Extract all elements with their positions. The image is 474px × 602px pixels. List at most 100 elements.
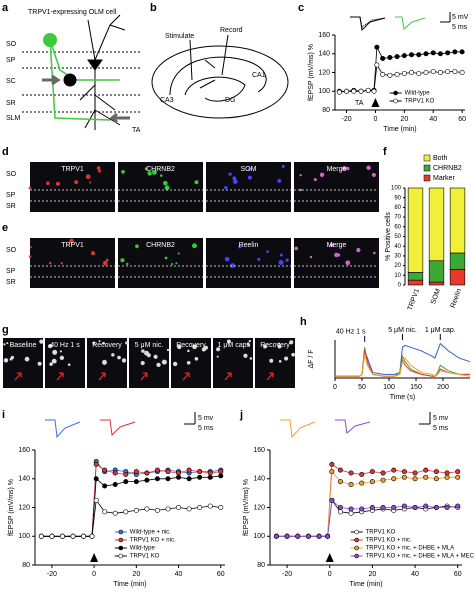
data-point [329, 461, 335, 467]
data-point [391, 504, 397, 510]
label: 5 ms [198, 425, 214, 432]
y-tick-label: 140 [318, 51, 330, 58]
data-point [459, 49, 465, 55]
x-tick-label: TRPV1 [407, 288, 421, 312]
annotation: 5 μM nic. [388, 327, 417, 334]
cell [232, 179, 238, 184]
cell [172, 361, 178, 367]
image-title: 5 μM nic. [135, 342, 164, 349]
data-point [455, 469, 461, 475]
y-tick-label: 120 [318, 69, 330, 76]
data-point [81, 533, 87, 539]
data-point [359, 480, 365, 486]
micrograph [294, 162, 379, 212]
cell [125, 341, 129, 345]
y-axis-label: % Positive cells [385, 212, 392, 261]
data-point [165, 469, 171, 475]
image-row: TRPV1 CHRNB2 Reelin Merge [28, 238, 379, 288]
panel-label: f [383, 146, 387, 158]
cell [186, 360, 191, 365]
x-axis-label: Time (min) [383, 126, 416, 133]
data-point [437, 70, 443, 76]
label: SP [6, 57, 16, 64]
arrow [14, 372, 22, 381]
cell [291, 352, 296, 357]
data-point [423, 503, 429, 509]
legend-label: Wild-type [130, 546, 156, 552]
cell [10, 355, 15, 360]
data-point [112, 481, 118, 487]
data-point [144, 506, 150, 512]
label: SR [6, 203, 16, 210]
label: Stimulate [165, 33, 194, 40]
stim-arrow [325, 553, 334, 562]
data-point [273, 533, 279, 539]
legend-label: TRPV1 KO + nic. + DHBE + MLA [366, 546, 455, 552]
label: 5 mv [433, 415, 449, 422]
image-row: Baseline 40 Hz 1 s Recovery 5 μM nic. Recove… [3, 338, 296, 388]
cell [228, 172, 232, 176]
data-point [452, 49, 458, 55]
data-point [218, 504, 224, 510]
cell [121, 169, 125, 174]
data-point [430, 50, 436, 56]
data-point [348, 506, 354, 512]
data-point [218, 469, 224, 475]
data-point [455, 474, 461, 480]
cell [238, 245, 242, 249]
label: CA1 [252, 72, 266, 79]
data-point [444, 470, 450, 476]
cell [319, 172, 325, 177]
data-point [459, 70, 465, 76]
x-tick-label: 0 [373, 116, 377, 123]
image-title: CHRNB2 [146, 166, 175, 173]
data-point [369, 504, 375, 510]
data-point [218, 473, 224, 479]
cell [126, 262, 129, 266]
cell [102, 359, 107, 365]
data-point [348, 510, 354, 516]
cell [48, 261, 52, 265]
data-point [207, 474, 213, 480]
label: SP [6, 268, 16, 275]
image-title: TRPV1 [61, 242, 84, 249]
cell [278, 359, 282, 363]
cell [102, 260, 108, 266]
data-point [59, 533, 65, 539]
cell [263, 344, 267, 349]
y-tick-label: 120 [253, 504, 265, 511]
label: 5 ms [433, 425, 449, 432]
panel-label: h [300, 316, 307, 328]
cell [89, 181, 92, 184]
data-point [394, 71, 400, 77]
cell [194, 180, 199, 185]
data-point [444, 474, 450, 480]
image-title: Merge [327, 242, 347, 249]
cell [159, 174, 163, 177]
cell [294, 246, 299, 251]
x-tick-label: -20 [282, 571, 292, 578]
cell [345, 260, 351, 266]
cell [336, 253, 341, 257]
panel-label: d [2, 146, 9, 158]
data-point [316, 533, 322, 539]
image-title: 1 μM cap. [218, 342, 249, 349]
data-point [207, 470, 213, 476]
data-point [358, 88, 364, 94]
data-point [337, 479, 343, 485]
series-line [276, 470, 458, 537]
y-tick-label: 100 [18, 533, 30, 540]
bar-segment [407, 187, 424, 273]
y-tick-label: 0 [398, 283, 402, 289]
legend-label: TRPV1 KO [130, 554, 160, 560]
data-point [154, 467, 160, 473]
data-point [102, 467, 108, 473]
bar-segment [428, 281, 445, 286]
data-point [207, 503, 213, 509]
cell [329, 243, 334, 248]
legend-label: Wild-type + nic. [130, 530, 172, 536]
image-row: TRPV1 CHRNB2 SOM Merge [28, 162, 379, 212]
x-tick-label: 0 [92, 571, 96, 578]
micrograph [294, 238, 379, 288]
